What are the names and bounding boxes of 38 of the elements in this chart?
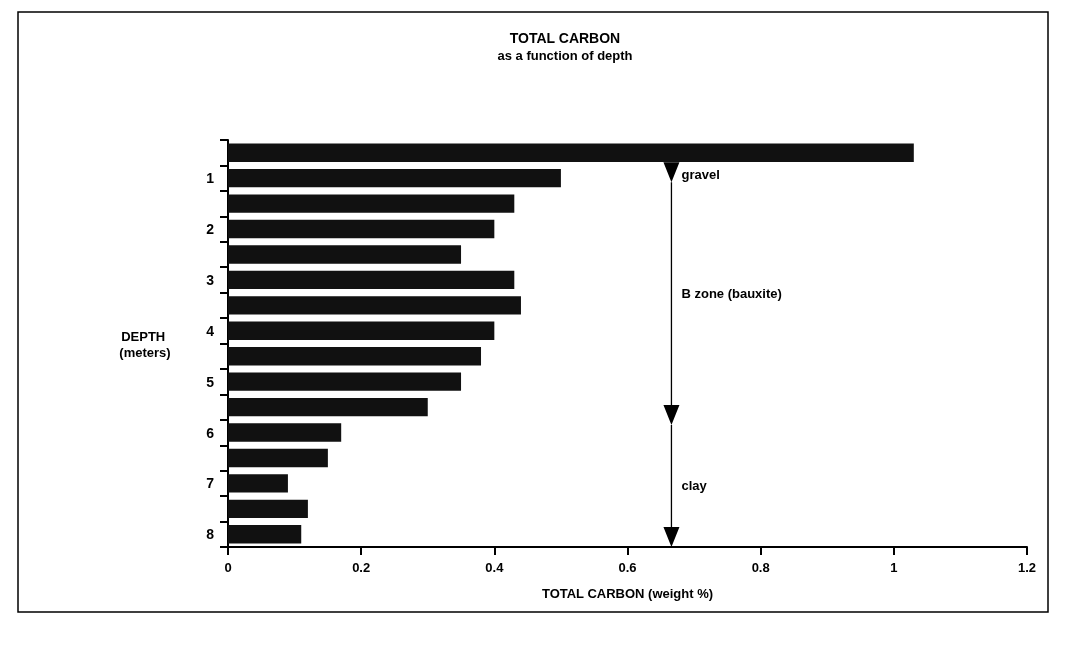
bar <box>228 169 561 188</box>
x-tick-label: 0 <box>224 560 232 575</box>
y-tick-label: 8 <box>206 526 215 543</box>
y-tick-label: 6 <box>206 424 215 441</box>
bar <box>228 347 482 366</box>
annotation: gravel <box>681 166 720 182</box>
bar <box>228 448 328 468</box>
bar <box>228 194 515 213</box>
y-tick-label: 3 <box>206 271 215 288</box>
bar <box>228 474 288 493</box>
bar <box>228 423 342 442</box>
chart-subtitle: as a function of depth <box>497 48 633 63</box>
bar <box>228 499 308 518</box>
y-tick-label: 7 <box>206 475 215 492</box>
bar <box>228 321 495 340</box>
y-tick-label: 5 <box>206 373 215 390</box>
bar <box>228 296 521 315</box>
x-tick-label: 0.8 <box>751 560 770 575</box>
bar <box>228 143 914 162</box>
y-axis-title: DEPTH (meters) <box>119 328 171 360</box>
chart-title: TOTAL CARBON <box>509 30 621 46</box>
y-tick-label: 1 <box>206 170 215 187</box>
x-tick-label: 1 <box>890 560 898 575</box>
y-tick-label: 4 <box>206 322 215 339</box>
bar <box>228 525 302 544</box>
x-axis-title: TOTAL CARBON (weight %) <box>541 586 714 601</box>
bar <box>228 270 515 290</box>
bar <box>228 245 462 264</box>
x-tick-label: 0.4 <box>485 560 505 575</box>
x-tick-label: 0.2 <box>352 560 371 575</box>
bar <box>228 372 462 391</box>
y-tick-label: 2 <box>206 221 215 238</box>
bar <box>228 219 495 239</box>
annotation: clay <box>681 478 708 494</box>
x-tick-label: 0.6 <box>618 560 637 575</box>
bar <box>228 397 428 417</box>
x-tick-label: 1.2 <box>1017 560 1037 575</box>
annotation: B zone (bauxite) <box>681 286 782 302</box>
